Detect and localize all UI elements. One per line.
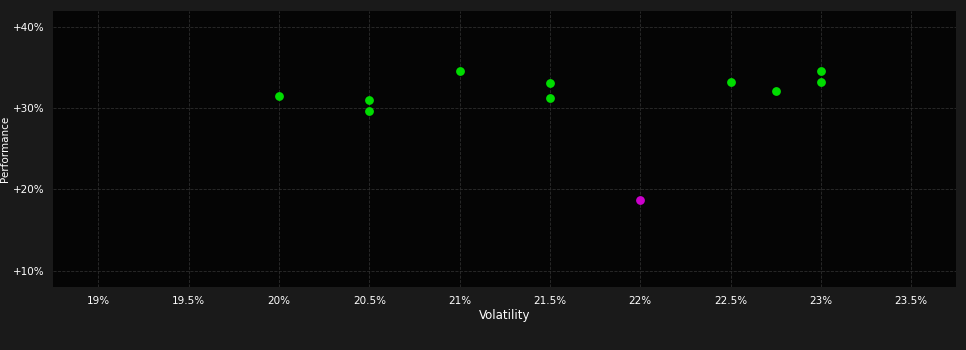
Point bbox=[542, 80, 557, 86]
Y-axis label: Performance: Performance bbox=[0, 116, 10, 182]
Point bbox=[452, 68, 468, 74]
Point bbox=[768, 88, 783, 94]
Point bbox=[271, 93, 287, 99]
Point bbox=[542, 96, 557, 101]
Point bbox=[633, 197, 648, 203]
Point bbox=[723, 79, 738, 85]
Point bbox=[361, 97, 377, 103]
Point bbox=[361, 108, 377, 114]
X-axis label: Volatility: Volatility bbox=[479, 309, 530, 322]
Point bbox=[813, 69, 829, 74]
Point bbox=[813, 79, 829, 85]
